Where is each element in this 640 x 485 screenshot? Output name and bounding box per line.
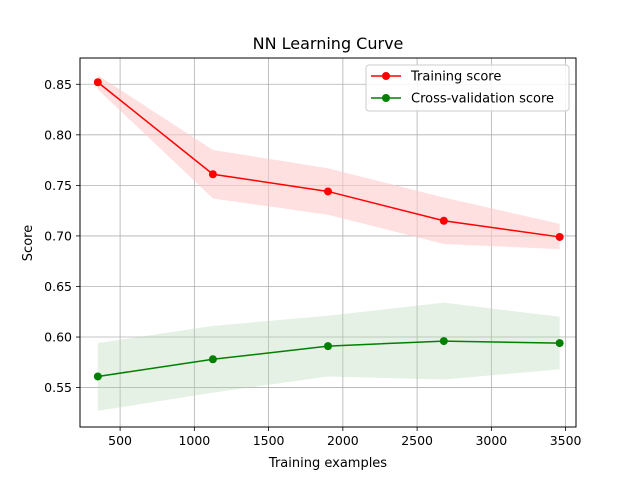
point-layer — [93, 78, 564, 381]
x-axis-label: Training examples — [268, 456, 387, 471]
cv-score-point — [324, 342, 332, 351]
legend-cv-marker — [382, 94, 390, 102]
x-tick-label: 1000 — [178, 433, 210, 448]
x-tick-label: 1500 — [253, 433, 285, 448]
plot-frame — [79, 57, 577, 428]
training-score-point — [208, 170, 217, 179]
y-tick-label: 0.70 — [44, 228, 72, 243]
x-tick-label: 3000 — [475, 433, 507, 448]
y-tick-label: 0.60 — [44, 330, 72, 345]
training-score-point — [324, 187, 332, 196]
y-tick-label: 0.65 — [44, 279, 72, 294]
y-tick-label: 0.85 — [44, 77, 72, 92]
cv-score-point — [208, 355, 217, 364]
y-tick-label: 0.55 — [44, 380, 72, 395]
x-tick-label: 2000 — [327, 433, 359, 448]
legend-cv-label: Cross-validation score — [411, 92, 554, 107]
x-tick-label: 500 — [108, 433, 132, 448]
cv-score-band — [97, 302, 560, 411]
training-score-point — [93, 78, 102, 87]
cv-score-point — [555, 339, 564, 348]
legend: Training score Cross-validation score — [365, 64, 570, 112]
y-axis-label: Score — [21, 225, 36, 261]
training-score-point — [555, 232, 564, 241]
legend-training-marker — [382, 72, 390, 80]
chart-title: NN Learning Curve — [253, 34, 404, 53]
training-score-point — [439, 216, 448, 225]
cv-score-point — [439, 337, 448, 346]
y-tick-label: 0.80 — [44, 127, 72, 142]
y-tick-label: 0.75 — [44, 178, 72, 193]
legend-training-label: Training score — [410, 70, 501, 85]
training-score-band — [97, 75, 560, 250]
tick-layer: 500 1000 1500 2000 2500 3000 3500 0.55 0.60 0.65 0… — [44, 77, 581, 448]
band-layer — [97, 75, 560, 411]
cv-score-point — [93, 372, 102, 381]
x-tick-label: 2500 — [401, 433, 433, 448]
legend-box — [365, 64, 570, 112]
x-tick-label: 3500 — [550, 433, 582, 448]
